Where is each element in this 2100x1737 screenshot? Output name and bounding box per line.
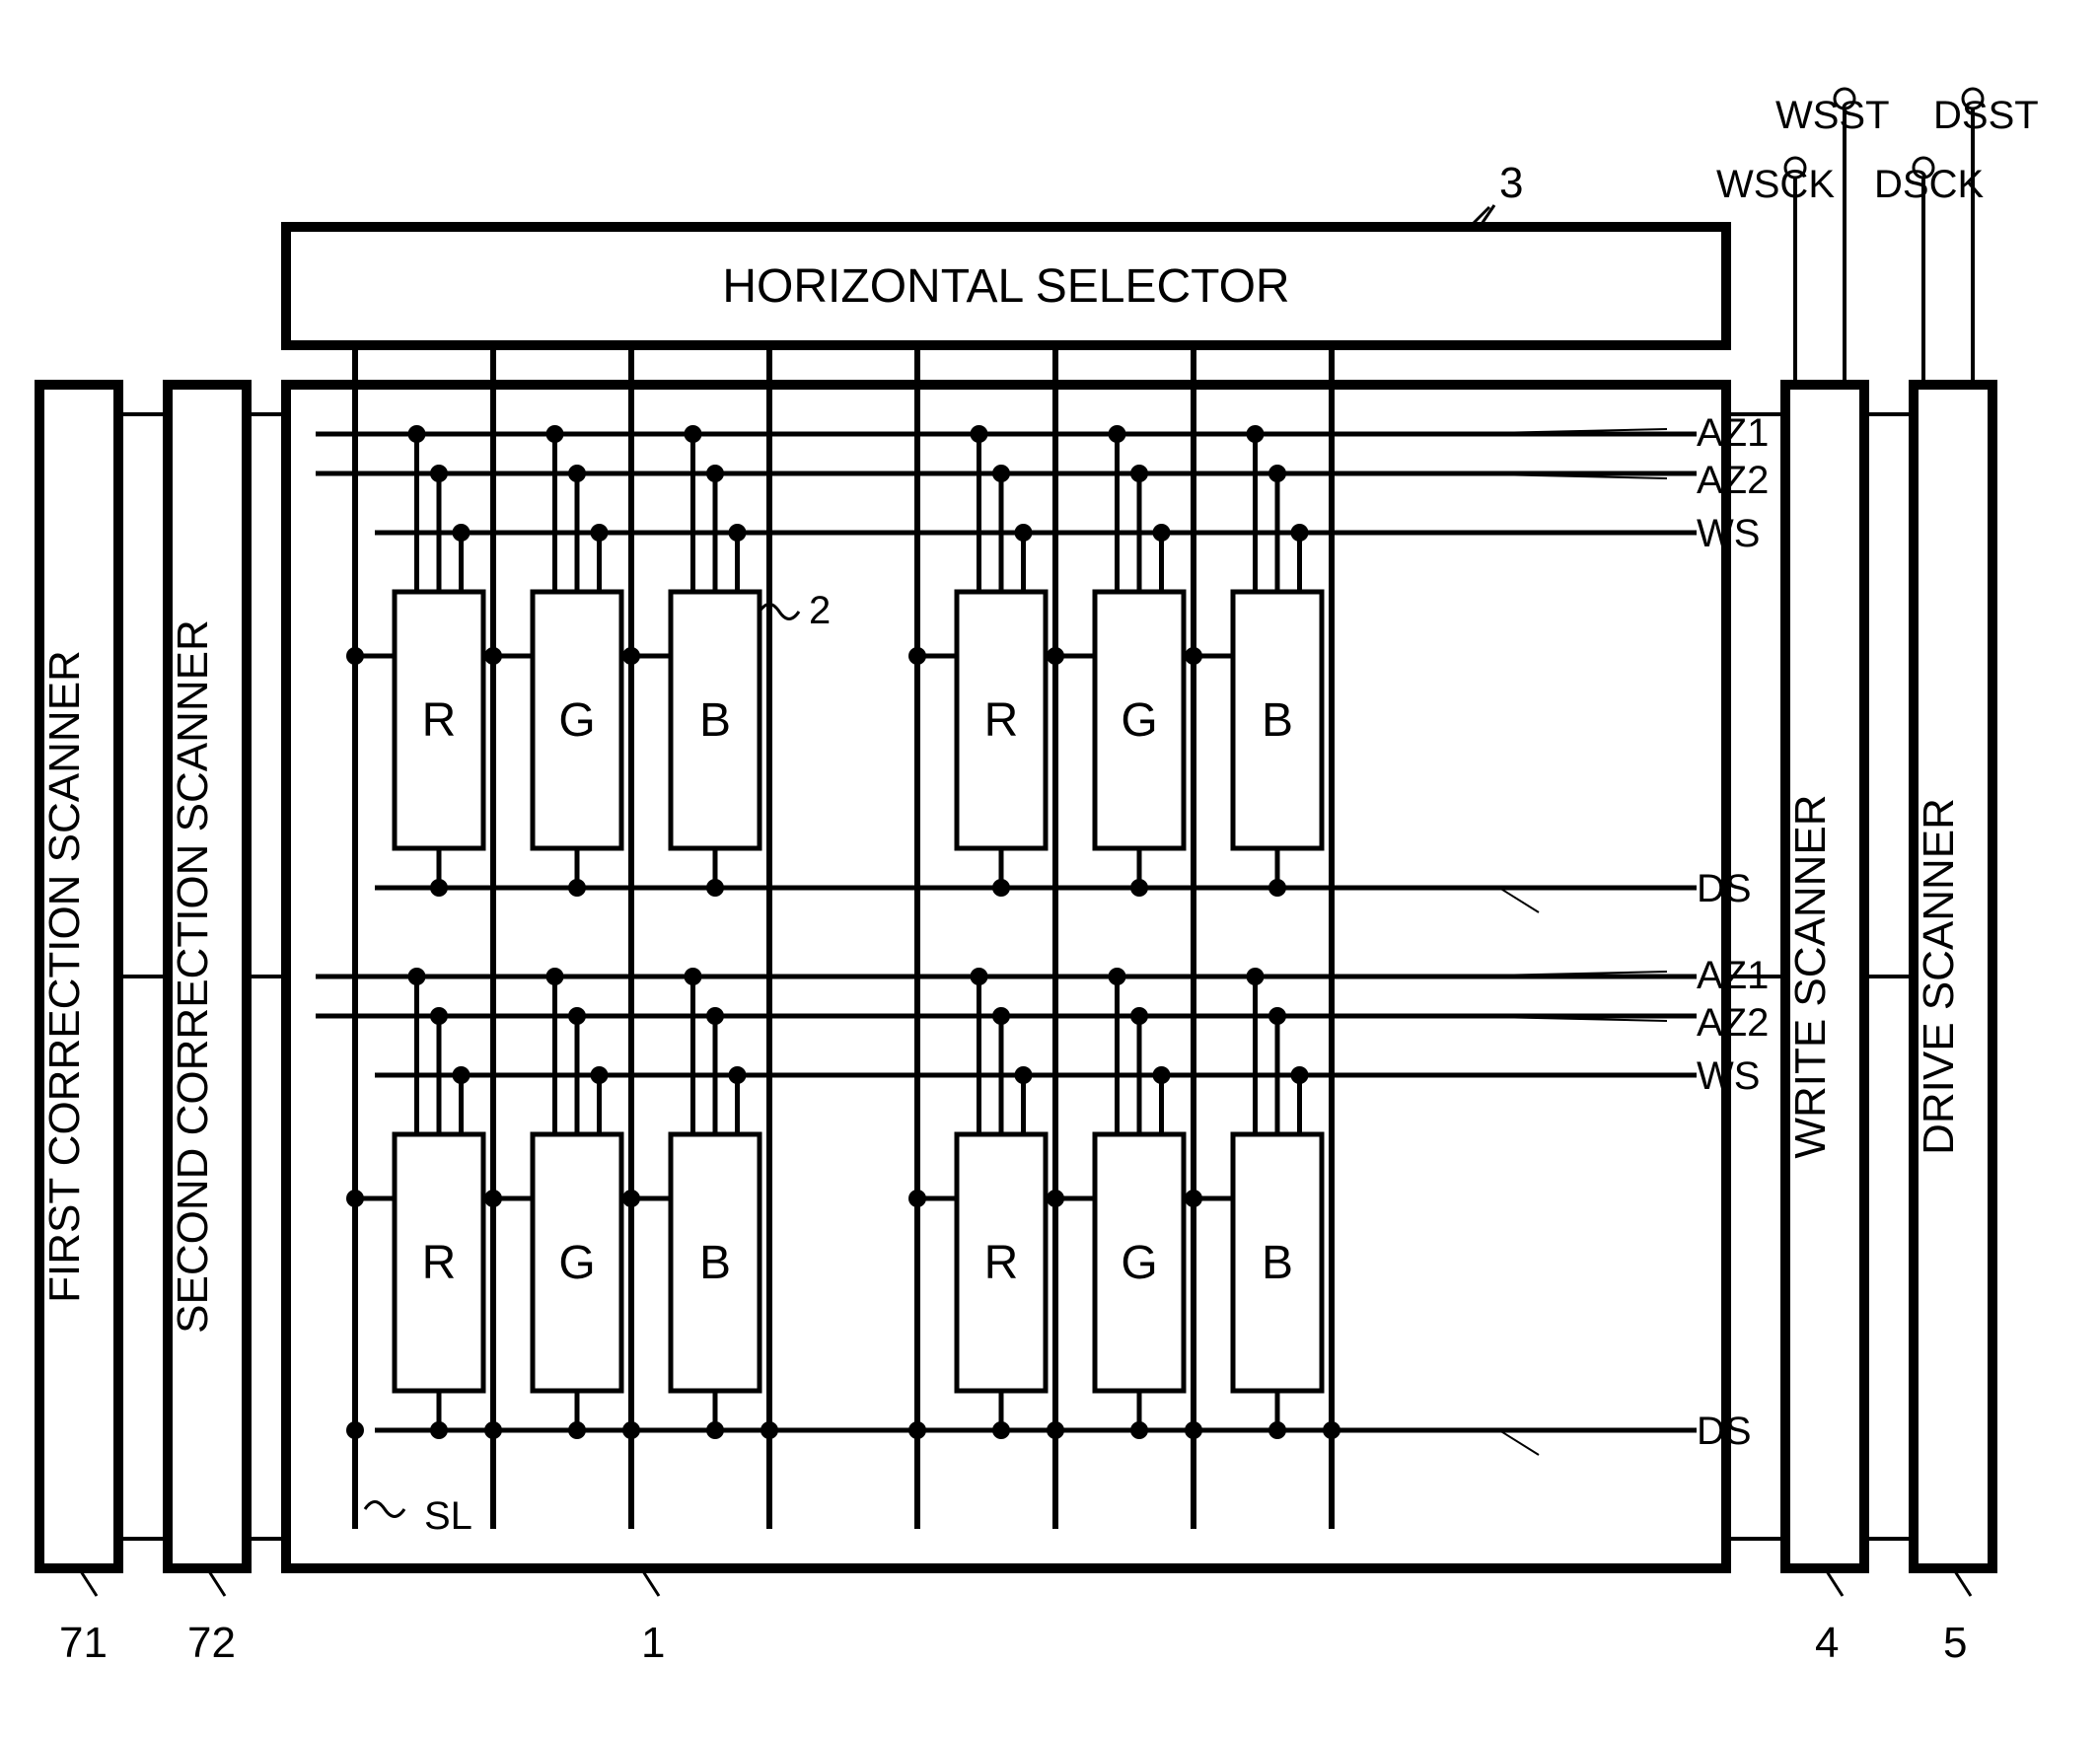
svg-text:R: R [984, 1237, 1019, 1289]
svg-text:DS: DS [1697, 1410, 1752, 1453]
svg-text:R: R [422, 1237, 457, 1289]
svg-text:WSCK: WSCK [1716, 163, 1835, 206]
svg-text:B: B [1262, 694, 1293, 747]
svg-text:2: 2 [809, 589, 831, 632]
svg-text:G: G [558, 1237, 595, 1289]
svg-text:WS: WS [1697, 1054, 1760, 1098]
svg-text:WS: WS [1697, 512, 1760, 555]
svg-text:AZ1: AZ1 [1697, 954, 1769, 997]
svg-text:R: R [984, 694, 1019, 747]
svg-text:AZ2: AZ2 [1697, 459, 1769, 502]
svg-text:B: B [699, 1237, 731, 1289]
svg-text:DSCK: DSCK [1874, 163, 1984, 206]
svg-text:B: B [699, 694, 731, 747]
svg-text:3: 3 [1499, 159, 1523, 207]
svg-text:G: G [1121, 1237, 1157, 1289]
svg-text:DS: DS [1697, 867, 1752, 910]
svg-text:DRIVE SCANNER: DRIVE SCANNER [1915, 798, 1963, 1155]
svg-text:WRITE SCANNER: WRITE SCANNER [1786, 794, 1835, 1158]
svg-text:B: B [1262, 1237, 1293, 1289]
svg-text:FIRST CORRECTION SCANNER: FIRST CORRECTION SCANNER [40, 650, 89, 1303]
svg-text:5: 5 [1943, 1619, 1967, 1667]
svg-text:DSST: DSST [1933, 94, 2039, 137]
svg-text:HORIZONTAL SELECTOR: HORIZONTAL SELECTOR [722, 260, 1289, 313]
svg-text:71: 71 [59, 1619, 108, 1667]
svg-text:4: 4 [1815, 1619, 1839, 1667]
svg-text:R: R [422, 694, 457, 747]
svg-text:G: G [558, 694, 595, 747]
svg-text:SECOND CORRECTION SCANNER: SECOND CORRECTION SCANNER [169, 619, 217, 1334]
svg-text:72: 72 [187, 1619, 236, 1667]
svg-text:AZ1: AZ1 [1697, 411, 1769, 455]
svg-text:G: G [1121, 694, 1157, 747]
svg-text:AZ2: AZ2 [1697, 1001, 1769, 1045]
svg-text:WSST: WSST [1775, 94, 1890, 137]
svg-text:SL: SL [424, 1494, 472, 1538]
svg-text:1: 1 [641, 1619, 665, 1667]
